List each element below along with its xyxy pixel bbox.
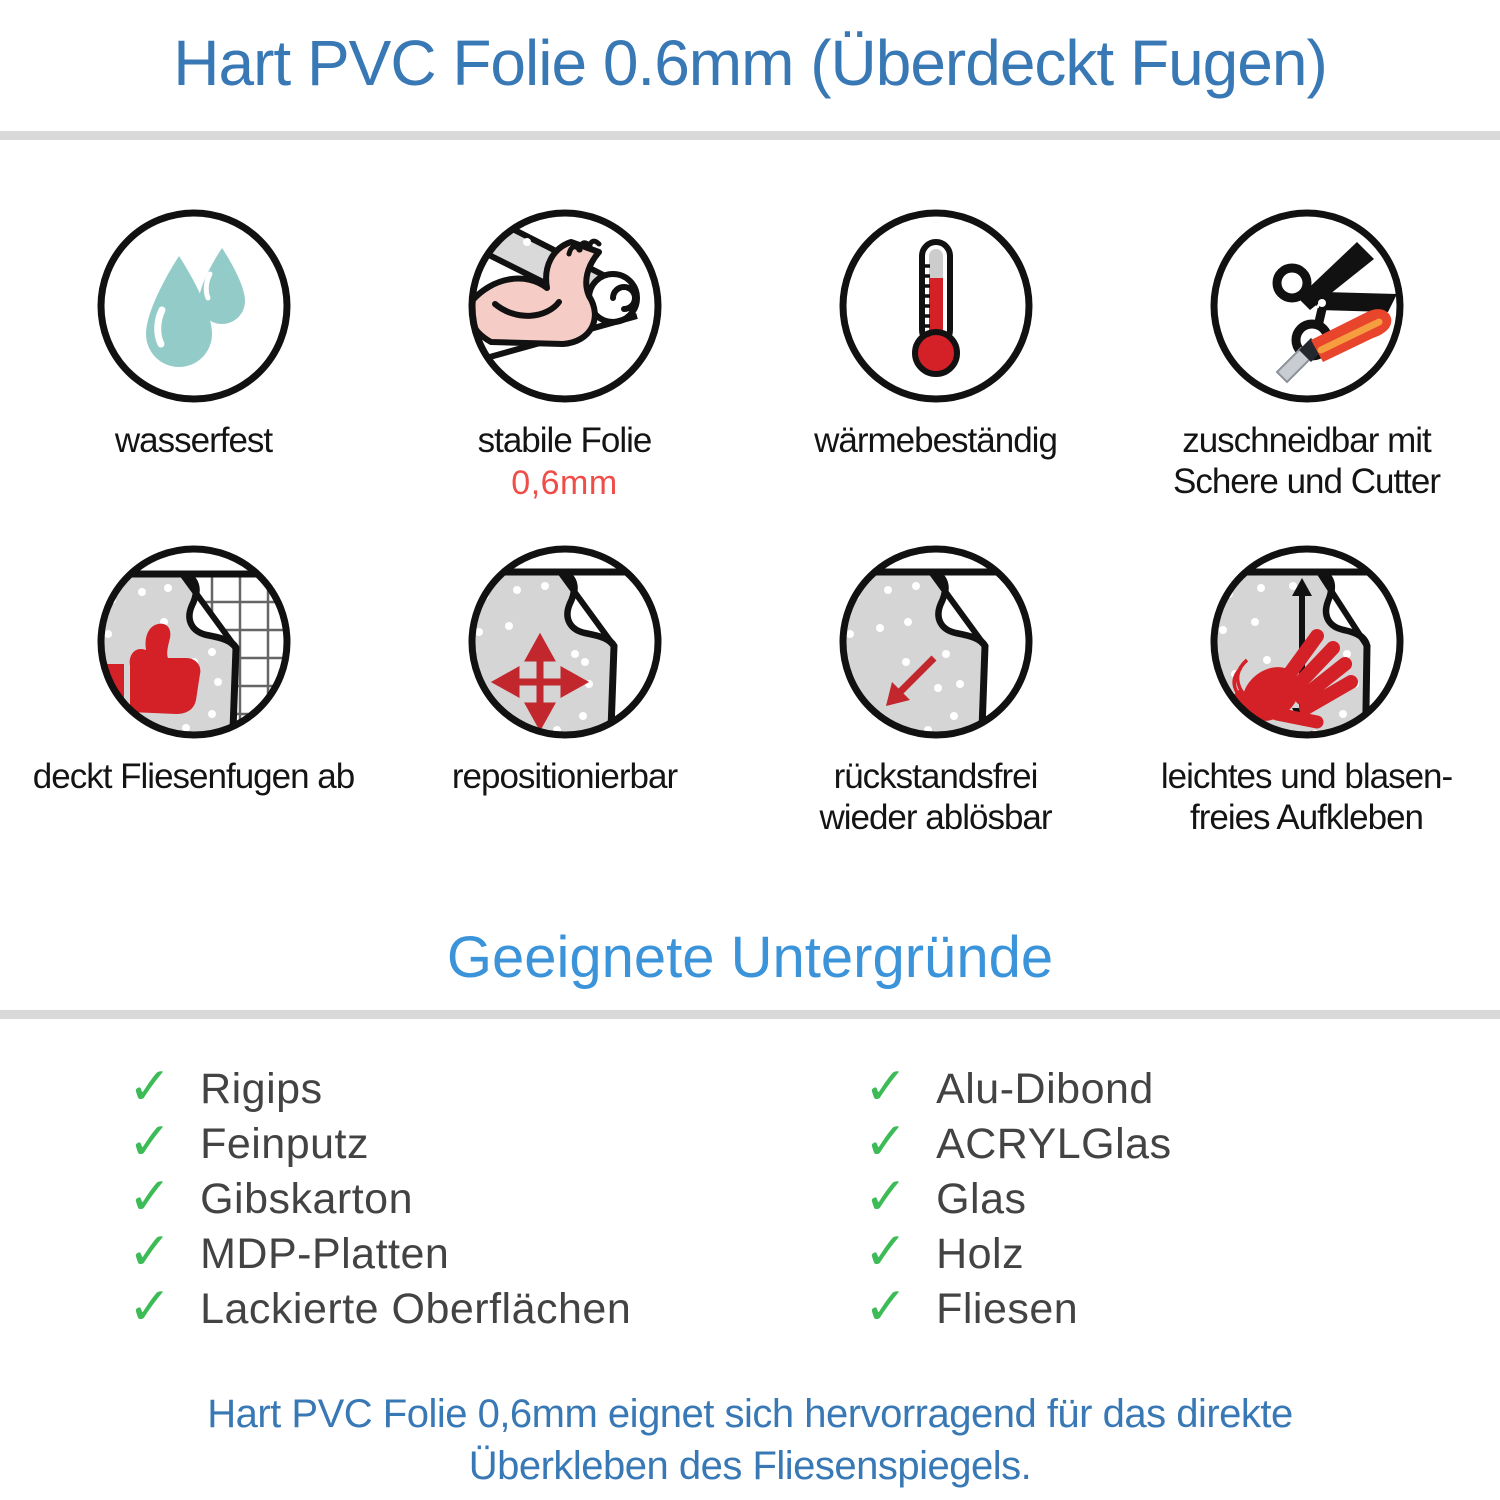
list-item: ✓ Alu-Dibond [864,1057,1172,1117]
check-icon: ✓ [864,1222,909,1281]
surfaces-heading: Geeignete Untergründe [446,925,1054,990]
list-item: ✓ Feinputz [128,1112,768,1172]
list-item: ✓ Lackierte Oberflächen [128,1277,768,1337]
thumb-up-tiles-icon [97,545,290,739]
title-divider [0,131,1500,140]
list-item: ✓ ACRYLGlas [864,1112,1172,1172]
list-item-label: ACRYLGlas [936,1120,1172,1168]
list-item: ✓ Gibskarton [128,1167,768,1227]
feature-label: rückstandsfrei wieder ablösbar [819,757,1052,838]
check-icon: ✓ [864,1057,909,1116]
list-item-label: Glas [936,1175,1027,1223]
feature-label: repositionierbar [451,757,678,796]
feature-rueckstandsfrei: rückstandsfrei wieder ablösbar [750,542,1121,878]
feature-label: stabile Folie [477,421,653,460]
list-item-label: Rigips [200,1065,323,1113]
feature-grid: wasserfest stabile Folie [8,206,1492,878]
check-icon: ✓ [864,1277,909,1336]
surfaces-divider [0,1010,1500,1019]
feature-deckt-fliesenfugen: deckt Fliesenfugen ab [8,542,379,878]
move-arrows-foil-icon [468,545,661,739]
check-icon: ✓ [128,1167,173,1226]
list-item-label: Holz [936,1230,1025,1278]
check-icon: ✓ [128,1277,173,1336]
feature-label: wärmebeständig [814,421,1058,460]
peel-off-foil-icon [839,545,1032,739]
list-item: ✓ Fliesen [864,1277,1172,1337]
feature-label: wasserfest [114,421,273,460]
thermometer-icon [839,209,1032,403]
list-item: ✓ Glas [864,1167,1172,1227]
footer-note: Hart PVC Folie 0,6mm eignet sich hervorr… [207,1392,1293,1488]
feature-blasenfrei-aufkleben: leichtes und blasen- freies Aufkleben [1121,542,1492,878]
list-item: ✓ Holz [864,1222,1172,1282]
feature-waermebestaendig: wärmebeständig [750,206,1121,542]
muscle-arm-foil-icon [468,209,661,403]
surfaces-checklist: ✓ Rigips ✓ Feinputz ✓ Gibskarton ✓ MDP-Platt… [0,1057,1500,1337]
check-icon: ✓ [128,1222,173,1281]
page-title: Hart PVC Folie 0.6mm (Überdeckt Fugen) [173,27,1328,99]
feature-repositionierbar: repositionierbar [379,542,750,878]
surfaces-column-right: ✓ Alu-Dibond ✓ ACRYLGlas ✓ Glas ✓ Holz ✓ Flie… [864,1057,1172,1337]
feature-wasserfest: wasserfest [8,206,379,542]
list-item-label: Feinputz [200,1120,370,1168]
feature-label: deckt Fliesenfugen ab [32,757,355,796]
feature-label: leichtes und blasen- freies Aufkleben [1160,757,1453,838]
list-item-label: Lackierte Oberflächen [200,1285,632,1333]
water-drops-icon [97,209,290,403]
feature-label: zuschneidbar mit Schere und Cutter [1172,421,1441,502]
list-item: ✓ MDP-Platten [128,1222,768,1282]
scissors-cutter-icon [1210,209,1403,403]
check-icon: ✓ [128,1057,173,1116]
check-icon: ✓ [864,1112,909,1171]
feature-sublabel: 0,6mm [511,464,618,503]
list-item-label: Fliesen [936,1285,1079,1333]
list-item: ✓ Rigips [128,1057,768,1117]
check-icon: ✓ [128,1112,173,1171]
list-item-label: MDP-Platten [200,1230,450,1278]
check-icon: ✓ [864,1167,909,1226]
list-item-label: Gibskarton [200,1175,414,1223]
feature-zuschneidbar: zuschneidbar mit Schere und Cutter [1121,206,1492,542]
list-item-label: Alu-Dibond [936,1065,1154,1113]
feature-stabile-folie: stabile Folie 0,6mm [379,206,750,542]
hand-press-foil-icon [1210,545,1403,739]
surfaces-column-left: ✓ Rigips ✓ Feinputz ✓ Gibskarton ✓ MDP-Platt… [128,1057,768,1337]
